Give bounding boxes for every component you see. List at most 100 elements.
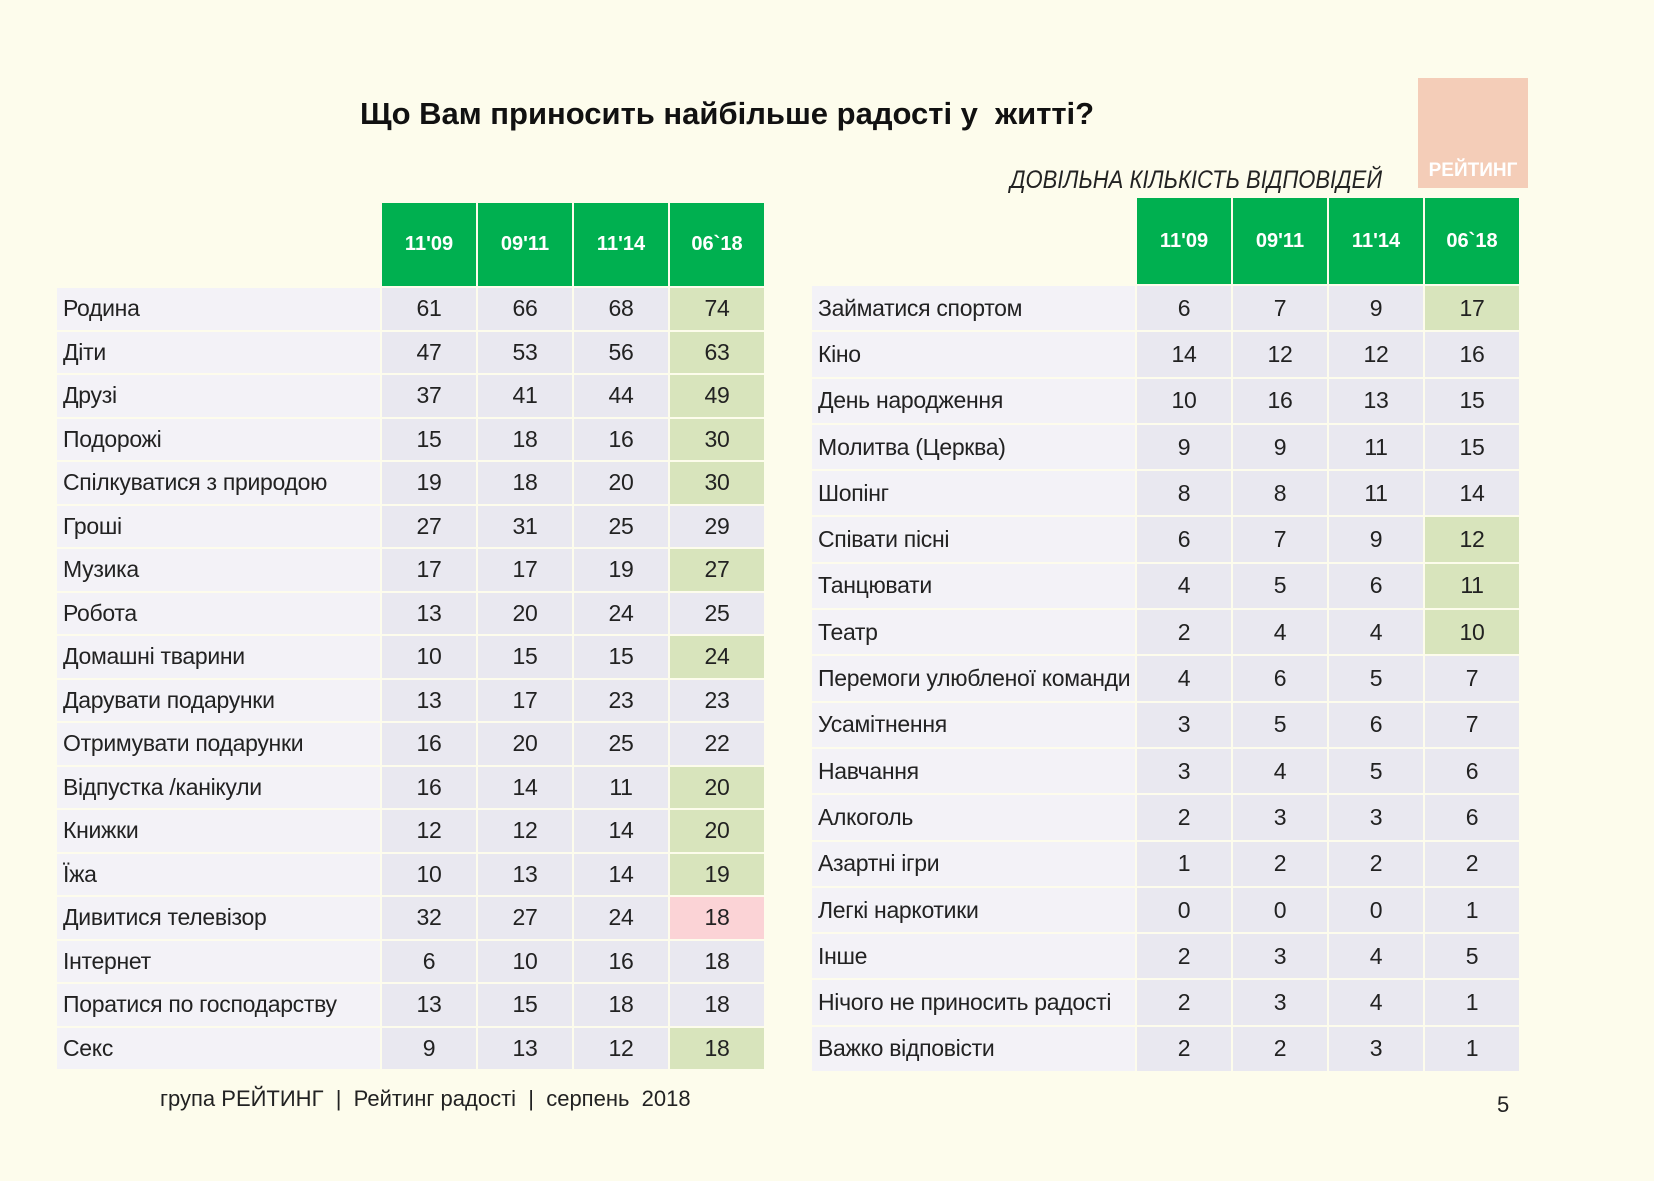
cell: 49	[670, 375, 764, 417]
cell: 30	[670, 418, 764, 460]
header-blank	[812, 198, 1135, 284]
footer: група РЕЙТИНГ | Рейтинг радості | серпен…	[160, 1086, 691, 1111]
row: Гроші 27 31 25 29	[57, 505, 764, 547]
row-label: Алкоголь	[812, 795, 1135, 840]
subtitle: ДОВІЛЬНА КІЛЬКІСТЬ ВІДПОВІДЕЙ	[1010, 166, 1383, 194]
cell: 2	[1137, 980, 1231, 1025]
cell: 24	[670, 636, 764, 678]
cell: 3	[1329, 1026, 1423, 1072]
row: Танцювати 4 5 6 11	[812, 563, 1519, 609]
row: Шопінг 8 8 11 14	[812, 471, 1519, 516]
cell: 25	[574, 505, 668, 547]
cell: 2	[1137, 795, 1231, 840]
row: Діти 47 53 56 63	[57, 331, 764, 373]
row: Їжа 10 13 14 19	[57, 853, 764, 895]
cell: 14	[1425, 471, 1519, 516]
cell: 20	[478, 592, 572, 634]
cell: 17	[382, 549, 476, 591]
column-header: 11'09	[382, 203, 476, 286]
cell: 8	[1137, 471, 1231, 516]
row: Перемоги улюбленої команди 4 6 5 7	[812, 656, 1519, 701]
row: Отримувати подарунки 16 20 25 22	[57, 723, 764, 765]
cell: 0	[1233, 887, 1327, 933]
cell: 9	[382, 1027, 476, 1069]
row: Дивитися телевізор 32 27 24 18	[57, 897, 764, 939]
cell: 4	[1329, 610, 1423, 655]
cell: 16	[382, 766, 476, 808]
cell: 6	[1329, 702, 1423, 747]
column-header: 06`18	[1425, 198, 1519, 284]
cell: 15	[478, 984, 572, 1026]
cell: 24	[574, 897, 668, 939]
cell: 6	[1425, 748, 1519, 794]
cell: 15	[1425, 378, 1519, 423]
header-blank	[57, 203, 380, 286]
row-label: Театр	[812, 610, 1135, 655]
cell: 61	[382, 288, 476, 330]
cell: 17	[478, 549, 572, 591]
cell: 14	[574, 810, 668, 852]
row: Родина 61 66 68 74	[57, 288, 764, 330]
cell: 15	[478, 636, 572, 678]
cell: 22	[670, 723, 764, 765]
cell: 18	[670, 940, 764, 982]
row: Домашні тварини 10 15 15 24	[57, 636, 764, 678]
cell: 7	[1425, 656, 1519, 701]
column-header: 06`18	[670, 203, 764, 286]
cell: 24	[574, 592, 668, 634]
cell: 3	[1137, 748, 1231, 794]
cell: 5	[1425, 934, 1519, 979]
cell: 15	[382, 418, 476, 460]
cell: 7	[1233, 286, 1327, 331]
cell: 18	[574, 984, 668, 1026]
cell: 25	[670, 592, 764, 634]
cell: 12	[574, 1027, 668, 1069]
row: Робота 13 20 24 25	[57, 592, 764, 634]
cell: 27	[670, 549, 764, 591]
cell: 16	[1233, 378, 1327, 423]
cell: 14	[478, 766, 572, 808]
cell: 19	[670, 853, 764, 895]
cell: 16	[574, 940, 668, 982]
column-header: 11'14	[574, 203, 668, 286]
row-label: Дарувати подарунки	[57, 679, 380, 721]
cell: 7	[1233, 517, 1327, 562]
cell: 10	[382, 636, 476, 678]
row-label: Шопінг	[812, 471, 1135, 516]
row-label: Музика	[57, 549, 380, 591]
row-label: Навчання	[812, 748, 1135, 794]
row-label: Нічого не приносить радості	[812, 980, 1135, 1025]
logo: РЕЙТИНГ	[1418, 78, 1528, 188]
cell: 53	[478, 331, 572, 373]
cell: 25	[574, 723, 668, 765]
cell: 2	[1425, 841, 1519, 886]
cell: 23	[670, 679, 764, 721]
cell: 27	[382, 505, 476, 547]
row: Навчання 3 4 5 6	[812, 748, 1519, 794]
row: Азартні ігри 1 2 2 2	[812, 841, 1519, 886]
row: Музика 17 17 19 27	[57, 549, 764, 591]
cell: 10	[1137, 378, 1231, 423]
cell: 16	[1425, 332, 1519, 377]
cell: 12	[1233, 332, 1327, 377]
row: Секс 9 13 12 18	[57, 1027, 764, 1069]
header-row: 11'09 09'11 11'14 06`18	[812, 198, 1519, 284]
cell: 19	[574, 549, 668, 591]
row-label: Легкі наркотики	[812, 887, 1135, 933]
cell: 9	[1233, 424, 1327, 470]
row: Співати пісні 6 7 9 12	[812, 517, 1519, 562]
row-label: Займатися спортом	[812, 286, 1135, 331]
cell: 18	[670, 984, 764, 1026]
row-label: Спілкуватися з природою	[57, 462, 380, 504]
column-header: 09'11	[1233, 198, 1327, 284]
row: Усамітнення 3 5 6 7	[812, 702, 1519, 747]
table: 11'09 09'11 11'14 06`18 Займатися спортом 6 7 9…	[810, 196, 1521, 1073]
row-label: Гроші	[57, 505, 380, 547]
logo-text: РЕЙТИНГ	[1428, 160, 1518, 181]
column-header: 11'14	[1329, 198, 1423, 284]
cell: 4	[1233, 610, 1327, 655]
title: Що Вам приносить найбільше радості у жит…	[360, 96, 1095, 131]
cell: 11	[574, 766, 668, 808]
cell: 19	[382, 462, 476, 504]
cell: 1	[1137, 841, 1231, 886]
